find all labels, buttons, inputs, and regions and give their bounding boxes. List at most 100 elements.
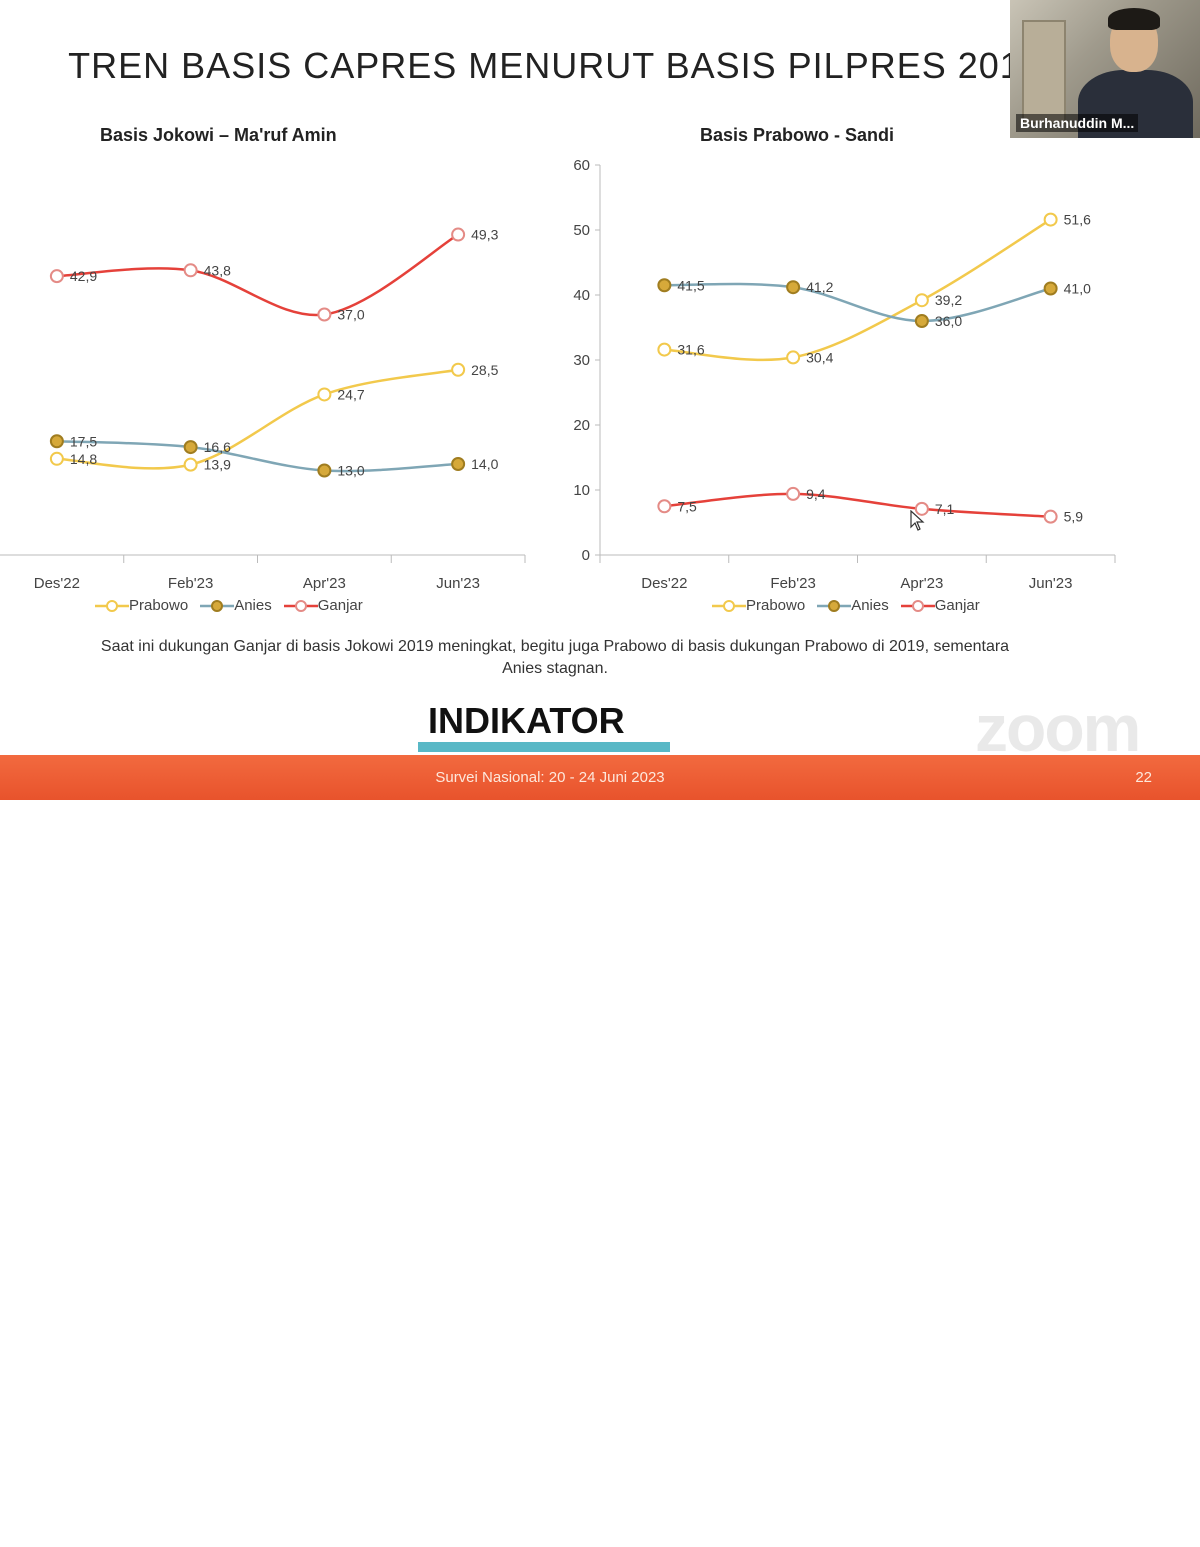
data-point-anies bbox=[914, 314, 929, 328]
data-label-ganjar: 5,9 bbox=[1064, 509, 1084, 525]
series-line-prabowo bbox=[56, 368, 459, 470]
indikator-logo: INDIKATOR bbox=[428, 700, 625, 741]
data-point-ganjar bbox=[914, 501, 929, 516]
data-point-anies bbox=[451, 457, 466, 471]
chart-title-right: Basis Prabowo - Sandi bbox=[700, 125, 895, 145]
data-point-ganjar bbox=[317, 307, 332, 322]
chart-left: Des'22 Feb'23 Apr'23 Jun'23 14,8 13,9 24,7 28,5… bbox=[0, 227, 526, 592]
legend-label: Ganjar bbox=[317, 597, 363, 614]
x-tick-label: Apr'23 bbox=[303, 575, 346, 592]
data-point-ganjar bbox=[49, 269, 64, 284]
data-label-ganjar: 37,0 bbox=[337, 307, 364, 323]
legend-marker-anies bbox=[817, 600, 852, 613]
data-label-prabowo: 51,6 bbox=[1064, 212, 1091, 228]
data-label-anies: 36,0 bbox=[935, 313, 962, 329]
legend-right: Prabowo Anies Ganjar bbox=[712, 597, 992, 614]
legend-left: Prabowo Anies Ganjar bbox=[95, 597, 375, 614]
y-tick-label: 10 bbox=[573, 482, 590, 499]
legend-item-prabowo: Prabowo bbox=[95, 597, 188, 614]
chart-title-left: Basis Jokowi – Ma'ruf Amin bbox=[100, 125, 337, 145]
background-shelf bbox=[1022, 20, 1066, 124]
data-label-anies: 14,0 bbox=[471, 456, 498, 472]
y-tick-label: 60 bbox=[573, 157, 590, 174]
legend-item-ganjar: Ganjar bbox=[900, 597, 980, 614]
legend-label: Ganjar bbox=[934, 597, 980, 614]
x-tick-label: Apr'23 bbox=[900, 575, 943, 592]
data-point-anies bbox=[183, 440, 198, 455]
data-label-ganjar: 7,1 bbox=[935, 501, 955, 517]
legend-label: Anies bbox=[851, 597, 889, 614]
slide-title: TREN BASIS CAPRES MENURUT BASIS PILPRES … bbox=[68, 45, 1042, 86]
y-tick-label: 20 bbox=[573, 417, 590, 434]
data-point-ganjar bbox=[657, 499, 672, 514]
data-point-ganjar bbox=[183, 263, 198, 278]
data-point-prabowo bbox=[1043, 212, 1058, 227]
logo-underline bbox=[418, 742, 670, 752]
data-point-anies bbox=[657, 278, 672, 293]
data-point-prabowo bbox=[183, 457, 198, 472]
series-line-ganjar bbox=[664, 492, 1051, 518]
legend-label: Prabowo bbox=[746, 597, 806, 614]
data-point-prabowo bbox=[914, 293, 929, 308]
data-point-ganjar bbox=[786, 486, 801, 501]
series-line-prabowo bbox=[664, 218, 1052, 362]
participant-name: Burhanuddin M... bbox=[1016, 114, 1139, 132]
data-point-prabowo bbox=[317, 387, 332, 402]
data-label-prabowo: 30,4 bbox=[806, 349, 833, 365]
legend-marker-prabowo bbox=[95, 600, 129, 613]
data-label-prabowo: 39,2 bbox=[935, 292, 962, 308]
footer-bar: ⋯ Survei Nasional: 20 - 24 Juni 2023 22 bbox=[0, 755, 1200, 1547]
x-tick-label: Feb'23 bbox=[168, 575, 213, 592]
legend-marker-anies bbox=[200, 600, 235, 613]
data-label-prabowo: 31,6 bbox=[677, 342, 704, 358]
participant-video-tile[interactable]: Burhanuddin M... bbox=[1010, 0, 1200, 138]
caption-line-1: Saat ini dukungan Ganjar di basis Jokowi… bbox=[100, 638, 1010, 655]
ellipsis-icon[interactable]: ⋯ bbox=[12, 1521, 38, 1547]
y-tick-label: 40 bbox=[573, 287, 590, 304]
data-point-prabowo bbox=[657, 342, 672, 357]
legend-marker-ganjar bbox=[283, 600, 318, 613]
data-label-anies: 41,5 bbox=[677, 277, 704, 293]
page-number: 22 bbox=[1135, 769, 1152, 786]
data-point-anies bbox=[317, 463, 332, 478]
data-label-ganjar: 43,8 bbox=[204, 262, 231, 278]
data-label-anies: 16,6 bbox=[204, 439, 231, 455]
data-point-prabowo bbox=[49, 451, 64, 466]
legend-label: Anies bbox=[234, 597, 272, 614]
data-label-prabowo: 28,5 bbox=[471, 362, 498, 378]
legend-item-ganjar: Ganjar bbox=[283, 597, 363, 614]
data-point-anies bbox=[1043, 281, 1058, 296]
series-line-anies bbox=[664, 282, 1051, 323]
slide-caption: Saat ini dukungan Ganjar di basis Jokowi… bbox=[0, 636, 1110, 680]
series-line-anies bbox=[56, 440, 459, 473]
chart-right: 0 10 20 30 40 50 60 Des'22 Feb'23 Apr'23 Jun'23 31,… bbox=[573, 157, 1116, 592]
footer-survey-text: Survei Nasional: 20 - 24 Juni 2023 bbox=[435, 769, 665, 786]
y-tick-label: 30 bbox=[573, 352, 590, 369]
data-label-anies: 41,0 bbox=[1064, 281, 1091, 297]
data-label-anies: 17,5 bbox=[70, 433, 97, 449]
data-point-ganjar bbox=[1043, 509, 1058, 524]
series-line-ganjar bbox=[56, 233, 459, 317]
mouse-cursor-icon bbox=[910, 510, 925, 531]
x-tick-label: Des'22 bbox=[34, 575, 80, 592]
x-tick-label: Des'22 bbox=[641, 575, 687, 592]
legend-marker-prabowo bbox=[712, 600, 746, 613]
data-label-ganjar: 42,9 bbox=[70, 268, 97, 284]
legend-item-prabowo: Prabowo bbox=[712, 597, 805, 614]
data-point-prabowo bbox=[786, 350, 801, 365]
data-label-ganjar: 49,3 bbox=[471, 227, 498, 243]
data-point-anies bbox=[49, 434, 64, 449]
x-tick-label: Jun'23 bbox=[1029, 575, 1073, 592]
data-label-ganjar: 7,5 bbox=[677, 498, 697, 514]
x-tick-label: Jun'23 bbox=[436, 575, 480, 592]
data-label-anies: 41,2 bbox=[806, 279, 833, 295]
zoom-watermark: zoom bbox=[975, 691, 1141, 765]
y-tick-label: 50 bbox=[573, 222, 590, 239]
data-point-ganjar bbox=[451, 227, 466, 242]
data-point-anies bbox=[786, 280, 801, 295]
data-label-prabowo: 14,8 bbox=[70, 451, 97, 467]
data-label-prabowo: 24,7 bbox=[337, 386, 364, 402]
legend-item-anies: Anies bbox=[817, 597, 889, 614]
caption-line-2: Anies stagnan. bbox=[502, 660, 608, 677]
data-label-anies: 13,0 bbox=[337, 463, 364, 479]
